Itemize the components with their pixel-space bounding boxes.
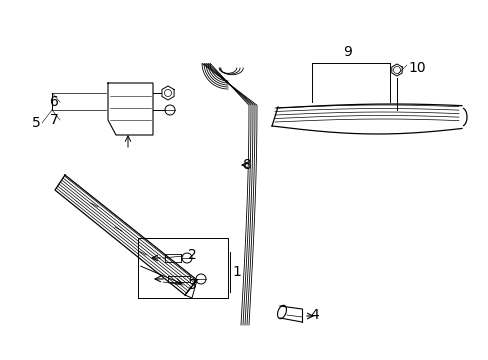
Circle shape bbox=[196, 274, 205, 284]
Text: 10: 10 bbox=[407, 61, 425, 75]
Ellipse shape bbox=[277, 305, 286, 319]
Circle shape bbox=[182, 253, 192, 263]
Text: 8: 8 bbox=[243, 158, 251, 172]
Text: 4: 4 bbox=[309, 308, 318, 322]
Text: 9: 9 bbox=[343, 45, 352, 59]
Circle shape bbox=[164, 105, 175, 115]
Circle shape bbox=[393, 67, 400, 73]
Text: 6: 6 bbox=[50, 95, 59, 109]
Text: 2: 2 bbox=[187, 248, 196, 262]
Text: 3: 3 bbox=[187, 278, 196, 292]
Text: 1: 1 bbox=[231, 265, 241, 279]
Circle shape bbox=[164, 90, 171, 96]
Text: 5: 5 bbox=[32, 116, 41, 130]
Text: 7: 7 bbox=[50, 113, 59, 127]
